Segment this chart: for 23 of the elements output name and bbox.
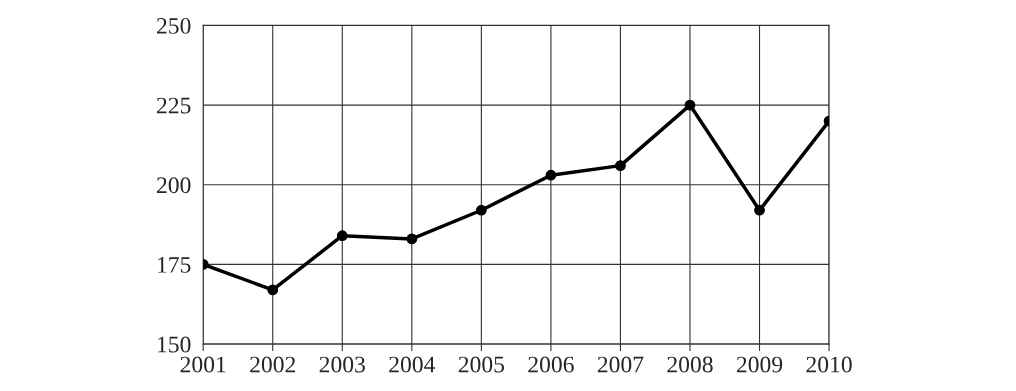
y-tick-label: 200 (157, 177, 191, 194)
point (545, 169, 557, 181)
x-tick-label: 2008 (667, 356, 713, 373)
y-tick-label: 175 (158, 257, 191, 273)
x-tick-label: 2004 (389, 356, 436, 373)
x-tick-label: 2009 (736, 356, 783, 373)
x-tick-label: 2007 (597, 356, 644, 373)
point (475, 204, 487, 216)
x-tick-label: 2006 (528, 356, 574, 373)
x-tick-label: 2001 (180, 356, 226, 373)
point (267, 284, 279, 296)
point (615, 160, 626, 172)
y-tick-label: 150 (158, 336, 191, 353)
point (754, 204, 765, 216)
y-tick-label: 250 (157, 17, 191, 34)
x-tick-label: 2003 (319, 356, 365, 373)
point (406, 233, 418, 245)
x-tick-label: 2002 (250, 356, 296, 373)
y-tick-label: 225 (157, 97, 191, 114)
x-tick-label: 2010 (806, 356, 852, 373)
point (684, 99, 696, 111)
x-tick-label: 2005 (458, 356, 505, 373)
point (336, 230, 348, 242)
